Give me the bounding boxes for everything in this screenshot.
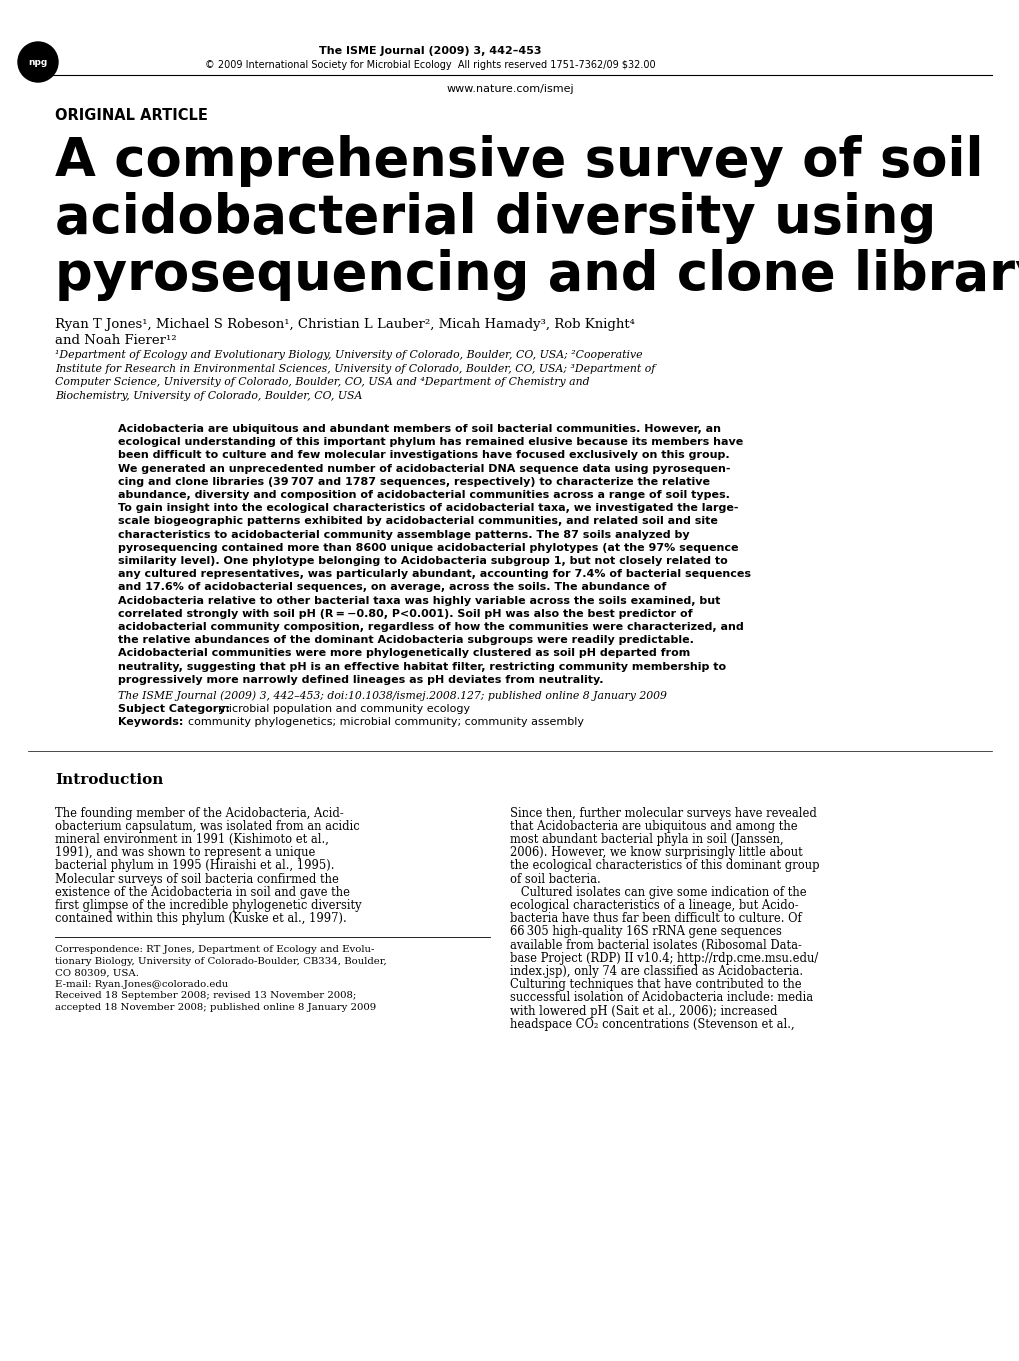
Text: Correspondence: RT Jones, Department of Ecology and Evolu-: Correspondence: RT Jones, Department of … [55, 946, 374, 954]
Text: ORIGINAL ARTICLE: ORIGINAL ARTICLE [55, 108, 208, 122]
Text: the relative abundances of the dominant Acidobacteria subgroups were readily pre: the relative abundances of the dominant … [118, 636, 693, 645]
Text: characteristics to acidobacterial community assemblage patterns. The 87 soils an: characteristics to acidobacterial commun… [118, 529, 689, 539]
Text: existence of the Acidobacteria in soil and gave the: existence of the Acidobacteria in soil a… [55, 886, 350, 898]
Text: pyrosequencing and clone library analyses: pyrosequencing and clone library analyse… [55, 249, 1019, 301]
Text: first glimpse of the incredible phylogenetic diversity: first glimpse of the incredible phylogen… [55, 898, 362, 912]
Text: index.jsp), only 74 are classified as Acidobacteria.: index.jsp), only 74 are classified as Ac… [510, 965, 802, 979]
Text: 2006). However, we know surprisingly little about: 2006). However, we know surprisingly lit… [510, 847, 802, 859]
Text: and 17.6% of acidobacterial sequences, on average, across the soils. The abundan: and 17.6% of acidobacterial sequences, o… [118, 583, 665, 592]
Text: community phylogenetics; microbial community; community assembly: community phylogenetics; microbial commu… [180, 717, 584, 727]
Text: The founding member of the Acidobacteria, ​Acid-: The founding member of the Acidobacteria… [55, 807, 343, 819]
Text: ecological understanding of this important phylum has remained elusive because i: ecological understanding of this importa… [118, 437, 743, 448]
Text: contained within this phylum (Kuske ​et al.​, 1997).: contained within this phylum (Kuske ​et … [55, 912, 346, 925]
Text: most abundant bacterial phyla in soil (Janssen,: most abundant bacterial phyla in soil (J… [510, 833, 783, 847]
Text: correlated strongly with soil pH (R = −0.80, P<0.001). Soil pH was also the best: correlated strongly with soil pH (R = −0… [118, 608, 692, 619]
Text: The ISME Journal (2009) 3, 442–453: The ISME Journal (2009) 3, 442–453 [318, 46, 541, 56]
Text: successful isolation of Acidobacteria include: media: successful isolation of Acidobacteria in… [510, 991, 812, 1004]
Text: any cultured representatives, was particularly abundant, accounting for 7.4% of : any cultured representatives, was partic… [118, 569, 750, 580]
Text: Acidobacterial communities were more phylogenetically clustered as soil pH depar: Acidobacterial communities were more phy… [118, 648, 690, 659]
Text: bacteria have thus far been difficult to culture. Of: bacteria have thus far been difficult to… [510, 912, 801, 925]
Text: neutrality, suggesting that pH is an effective habitat filter, restricting commu: neutrality, suggesting that pH is an eff… [118, 661, 726, 671]
Text: base Project (RDP) II v10.4; http://rdp.cme.msu.edu/: base Project (RDP) II v10.4; http://rdp.… [510, 951, 817, 965]
Text: tionary Biology, University of Colorado-Boulder, CB334, Boulder,: tionary Biology, University of Colorado-… [55, 957, 386, 966]
Text: Cultured isolates can give some indication of the: Cultured isolates can give some indicati… [510, 886, 806, 898]
Text: A comprehensive survey of soil: A comprehensive survey of soil [55, 135, 982, 186]
Text: We generated an unprecedented number of acidobacterial DNA sequence data using p: We generated an unprecedented number of … [118, 464, 730, 474]
Text: obacterium capsulatum​, was isolated from an acidic: obacterium capsulatum​, was isolated fro… [55, 819, 360, 833]
Text: ecological characteristics of a lineage, but Acido-: ecological characteristics of a lineage,… [510, 898, 798, 912]
Text: the ecological characteristics of this dominant group: the ecological characteristics of this d… [510, 859, 818, 872]
Text: Keywords:: Keywords: [118, 717, 183, 727]
Text: Ryan T Jones¹, Michael S Robeson¹, Christian L Lauber², Micah Hamady³, Rob Knigh: Ryan T Jones¹, Michael S Robeson¹, Chris… [55, 318, 634, 331]
Text: Subject Category:: Subject Category: [118, 704, 229, 713]
Text: Molecular surveys of soil bacteria confirmed the: Molecular surveys of soil bacteria confi… [55, 872, 338, 886]
Text: been difficult to culture and few molecular investigations have focused exclusiv: been difficult to culture and few molecu… [118, 450, 729, 460]
Text: To gain insight into the ecological characteristics of acidobacterial taxa, we i: To gain insight into the ecological char… [118, 504, 738, 513]
Text: Biochemistry, University of Colorado, Boulder, CO, USA: Biochemistry, University of Colorado, Bo… [55, 391, 362, 400]
Text: Since then, further molecular surveys have revealed: Since then, further molecular surveys ha… [510, 807, 816, 819]
Text: of soil bacteria.: of soil bacteria. [510, 872, 600, 886]
Text: © 2009 International Society for Microbial Ecology  All rights reserved 1751-736: © 2009 International Society for Microbi… [205, 60, 654, 69]
Circle shape [20, 44, 56, 80]
Text: acidobacterial diversity using: acidobacterial diversity using [55, 192, 935, 244]
Text: Computer Science, University of Colorado, Boulder, CO, USA and ⁴Department of Ch: Computer Science, University of Colorado… [55, 377, 589, 387]
Text: pyrosequencing contained more than 8600 unique acidobacterial phylotypes (at the: pyrosequencing contained more than 8600 … [118, 543, 738, 553]
Text: 1991), and was shown to represent a unique: 1991), and was shown to represent a uniq… [55, 847, 315, 859]
Circle shape [18, 42, 58, 82]
Text: npg: npg [29, 57, 48, 67]
Text: abundance, diversity and composition of acidobacterial communities across a rang: abundance, diversity and composition of … [118, 490, 730, 499]
Text: The ISME Journal (2009) 3, 442–453; doi:10.1038/ismej.2008.127; published online: The ISME Journal (2009) 3, 442–453; doi:… [118, 690, 666, 701]
Text: with lowered pH (Sait ​et al.​, 2006); increased: with lowered pH (Sait ​et al.​, 2006); i… [510, 1004, 776, 1018]
Text: Culturing techniques that have contributed to the: Culturing techniques that have contribut… [510, 979, 801, 991]
Text: and Noah Fierer¹²: and Noah Fierer¹² [55, 333, 176, 347]
Text: available from bacterial isolates (Ribosomal Data-: available from bacterial isolates (Ribos… [510, 939, 801, 951]
Text: that Acidobacteria are ubiquitous and among the: that Acidobacteria are ubiquitous and am… [510, 819, 797, 833]
Text: Received 18 September 2008; revised 13 November 2008;: Received 18 September 2008; revised 13 N… [55, 991, 356, 1000]
Text: acidobacterial community composition, regardless of how the communities were cha: acidobacterial community composition, re… [118, 622, 743, 632]
Text: www.nature.com/ismej: www.nature.com/ismej [445, 84, 574, 94]
Text: Introduction: Introduction [55, 773, 163, 787]
Text: headspace CO₂ concentrations (Stevenson ​et al.​,: headspace CO₂ concentrations (Stevenson … [510, 1018, 794, 1030]
Text: progressively more narrowly defined lineages as pH deviates from neutrality.: progressively more narrowly defined line… [118, 675, 603, 685]
Text: microbial population and community ecology: microbial population and community ecolo… [211, 704, 470, 713]
Text: CO 80309, USA.: CO 80309, USA. [55, 968, 139, 977]
Text: accepted 18 November 2008; published online 8 January 2009: accepted 18 November 2008; published onl… [55, 1003, 376, 1011]
Text: mineral environment in 1991 (Kishimoto ​et al.​,: mineral environment in 1991 (Kishimoto ​… [55, 833, 328, 847]
Text: Institute for Research in Environmental Sciences, University of Colorado, Boulde: Institute for Research in Environmental … [55, 363, 654, 373]
Text: cing and clone libraries (39 707 and 1787 sequences, respectively) to characteri: cing and clone libraries (39 707 and 178… [118, 476, 709, 487]
Text: ¹Department of Ecology and Evolutionary Biology, University of Colorado, Boulder: ¹Department of Ecology and Evolutionary … [55, 350, 642, 361]
Text: Acidobacteria relative to other bacterial taxa was highly variable across the so: Acidobacteria relative to other bacteria… [118, 596, 719, 606]
Text: similarity level). One phylotype belonging to Acidobacteria subgroup 1, but not : similarity level). One phylotype belongi… [118, 557, 727, 566]
Text: Acidobacteria are ubiquitous and abundant members of soil bacterial communities.: Acidobacteria are ubiquitous and abundan… [118, 425, 720, 434]
Text: scale biogeographic patterns exhibited by acidobacterial communities, and relate: scale biogeographic patterns exhibited b… [118, 516, 717, 527]
Text: E-mail: Ryan.Jones@colorado.edu: E-mail: Ryan.Jones@colorado.edu [55, 980, 228, 989]
Text: 66 305 high-quality 16S rRNA gene sequences: 66 305 high-quality 16S rRNA gene sequen… [510, 925, 782, 938]
Text: bacterial phylum in 1995 (Hiraishi ​et al.​, 1995).: bacterial phylum in 1995 (Hiraishi ​et a… [55, 859, 334, 872]
